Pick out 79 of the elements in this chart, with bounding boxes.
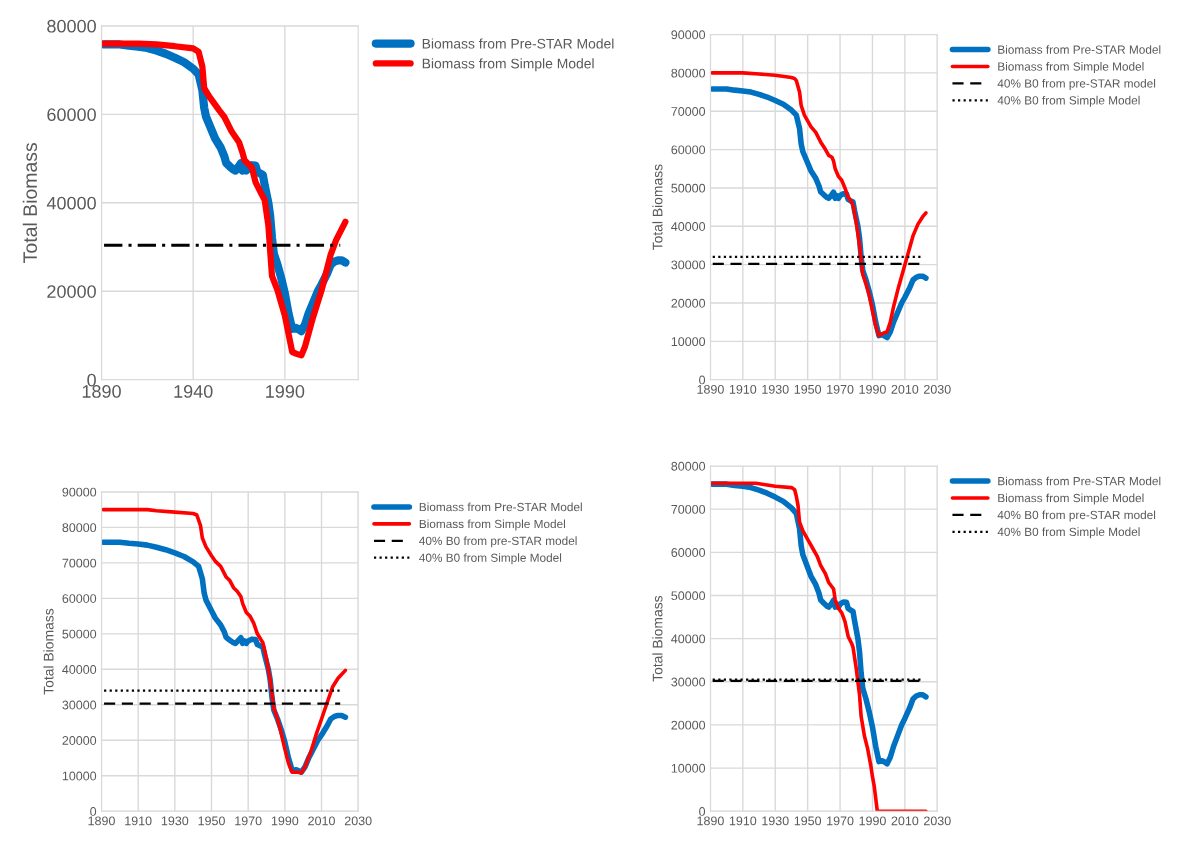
y-tick-label: 0 — [699, 375, 706, 385]
x-tick-label: 1910 — [125, 816, 152, 826]
x-tick-label: 1990 — [266, 385, 305, 398]
x-tick-label: 1990 — [859, 816, 886, 826]
y-tick-label: 10000 — [62, 771, 97, 781]
y-axis-title: Total Biomass — [22, 142, 38, 263]
legend-label: Biomass from Pre-STAR Model — [998, 45, 1161, 54]
y-tick-label: 20000 — [62, 736, 97, 745]
x-tick-label: 2030 — [924, 384, 951, 394]
x-tick-label: 1890 — [82, 385, 121, 398]
y-tick-label: 60000 — [47, 108, 96, 122]
x-tick-label: 1890 — [697, 384, 724, 394]
legend-label: Biomass from Pre-STAR Model — [419, 502, 582, 512]
x-tick-label: 2030 — [924, 816, 951, 826]
x-tick-label: 2010 — [891, 816, 919, 826]
x-tick-label: 1930 — [161, 816, 189, 826]
y-tick-label: 40000 — [46, 196, 96, 210]
y-tick-label: 10000 — [671, 763, 706, 773]
x-tick-label: 1970 — [235, 816, 262, 826]
y-tick-label: 70000 — [671, 504, 706, 514]
legend-label: 40% B0 from pre-STAR model — [997, 78, 1156, 90]
y-tick-label: 50000 — [62, 629, 97, 639]
y-tick-label: 60000 — [671, 548, 706, 557]
y-tick-label: 60000 — [671, 145, 706, 155]
legend-label: Biomass from Simple Model — [422, 58, 594, 72]
x-tick-label: 1940 — [174, 385, 213, 398]
x-tick-label: 1890 — [88, 816, 115, 826]
y-tick-label: 40000 — [671, 222, 706, 231]
y-tick-label: 40000 — [671, 634, 706, 644]
x-tick-label: 2010 — [891, 384, 919, 394]
x-tick-label: 1930 — [762, 384, 789, 394]
legend-label: 40% B0 from Simple Model — [419, 553, 562, 565]
legend-label: Biomass from Simple Model — [998, 493, 1144, 505]
y-tick-label: 90000 — [671, 30, 706, 40]
y-tick-label: 60000 — [62, 594, 97, 603]
y-tick-label: 80000 — [671, 68, 706, 78]
x-tick-label: 2010 — [308, 816, 335, 826]
y-tick-label: 80000 — [62, 523, 97, 533]
x-tick-label: 1970 — [827, 816, 854, 826]
legend-label: 40% B0 from Simple Model — [997, 527, 1140, 539]
y-tick-label: 80000 — [671, 461, 706, 471]
y-tick-label: 70000 — [62, 558, 97, 568]
x-tick-label: 2030 — [344, 816, 372, 826]
legend-label: 40% B0 from Simple Model — [997, 95, 1140, 107]
y-tick-label: 50000 — [671, 183, 706, 193]
x-tick-label: 1950 — [794, 816, 822, 826]
legend-label: Biomass from Simple Model — [419, 519, 565, 531]
y-tick-label: 40000 — [62, 665, 97, 674]
x-tick-label: 1990 — [271, 816, 299, 826]
legend-label: 40% B0 from pre-STAR model — [997, 510, 1156, 522]
y-tick-label: 20000 — [671, 720, 706, 730]
y-axis-title: Total Biomass — [652, 595, 663, 682]
y-tick-label: 30000 — [671, 677, 706, 687]
y-tick-label: 0 — [699, 807, 706, 816]
y-tick-label: 70000 — [671, 107, 706, 116]
legend-label: Biomass from Pre-STAR Model — [422, 38, 614, 49]
x-tick-label: 1950 — [198, 816, 225, 826]
y-tick-label: 80000 — [47, 19, 96, 33]
x-tick-label: 1970 — [827, 384, 854, 394]
y-tick-label: 30000 — [671, 260, 706, 270]
y-tick-label: 10000 — [671, 337, 706, 347]
x-tick-label: 1990 — [859, 384, 886, 394]
y-tick-label: 30000 — [62, 700, 97, 710]
legend-label: Biomass from Simple Model — [998, 62, 1144, 74]
x-tick-label: 1890 — [697, 816, 724, 826]
legend-label: Biomass from Pre-STAR Model — [998, 476, 1161, 486]
y-tick-label: 20000 — [47, 285, 96, 298]
y-tick-label: 20000 — [671, 298, 706, 308]
y-axis-title: Total Biomass — [43, 608, 54, 695]
y-tick-label: 0 — [90, 807, 97, 816]
x-tick-label: 1910 — [729, 816, 757, 826]
y-tick-label: 50000 — [671, 591, 706, 601]
y-axis-title: Total Biomass — [652, 164, 663, 251]
x-tick-label: 1910 — [729, 384, 757, 394]
y-tick-label: 0 — [87, 373, 96, 387]
x-tick-label: 1950 — [794, 384, 822, 394]
x-tick-label: 1930 — [762, 816, 789, 826]
legend-label: 40% B0 from pre-STAR model — [419, 536, 577, 548]
y-tick-label: 90000 — [62, 487, 97, 497]
